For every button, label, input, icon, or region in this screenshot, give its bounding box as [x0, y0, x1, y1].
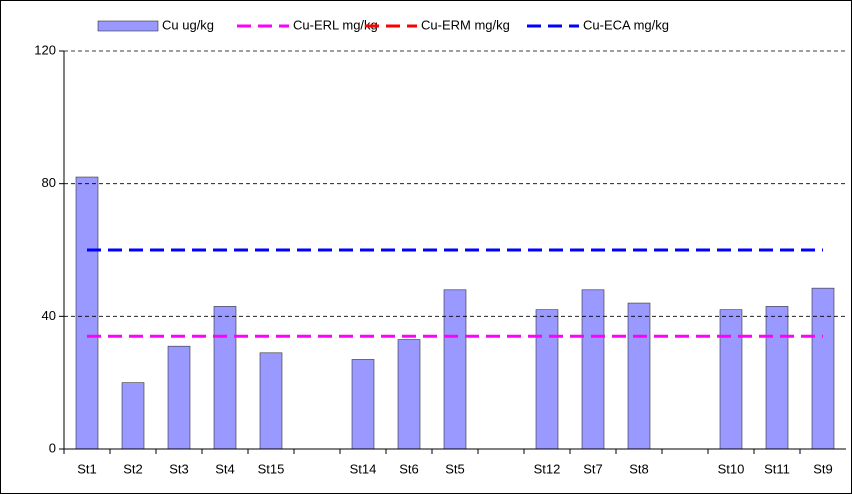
legend-label: Cu-ERM mg/kg: [421, 17, 510, 32]
bar: [535, 309, 559, 449]
bar: [443, 289, 467, 449]
x-tick-label: St5: [445, 461, 465, 476]
legend-label: Cu-ECA mg/kg: [583, 17, 669, 32]
x-tick-label: St14: [350, 461, 377, 476]
bar: [719, 309, 743, 449]
bar: [811, 287, 835, 449]
plot-area: [75, 176, 835, 449]
x-tick-label: St12: [534, 461, 561, 476]
bar: [121, 382, 145, 449]
bar: [167, 345, 191, 449]
x-tick-label: St11: [764, 461, 790, 476]
y-tick-label: 40: [42, 308, 56, 323]
bar: [351, 359, 375, 449]
x-tick-label: St4: [215, 461, 235, 476]
x-tick-label: St9: [813, 461, 833, 476]
bar: [397, 339, 421, 449]
x-tick-label: St1: [77, 461, 97, 476]
y-tick-label: 0: [49, 440, 56, 455]
x-tick-label: St8: [629, 461, 649, 476]
bar: [75, 176, 99, 449]
y-tick-label: 80: [42, 175, 56, 190]
x-tick-label: St7: [583, 461, 603, 476]
x-tick-label: St3: [169, 461, 189, 476]
bar: [259, 352, 283, 449]
bar: [213, 306, 237, 449]
x-tick-label: St15: [258, 461, 285, 476]
x-tick-label: St6: [399, 461, 419, 476]
bar: [627, 302, 651, 449]
x-tick-label: St2: [123, 461, 143, 476]
y-tick-label: 120: [34, 42, 56, 57]
x-tick-label: St10: [718, 461, 745, 476]
bar: [581, 289, 605, 449]
legend-label: Cu ug/kg: [162, 17, 214, 32]
legend-swatch: [97, 20, 159, 32]
legend-label: Cu-ERL mg/kg: [293, 17, 378, 32]
bar: [765, 306, 789, 449]
